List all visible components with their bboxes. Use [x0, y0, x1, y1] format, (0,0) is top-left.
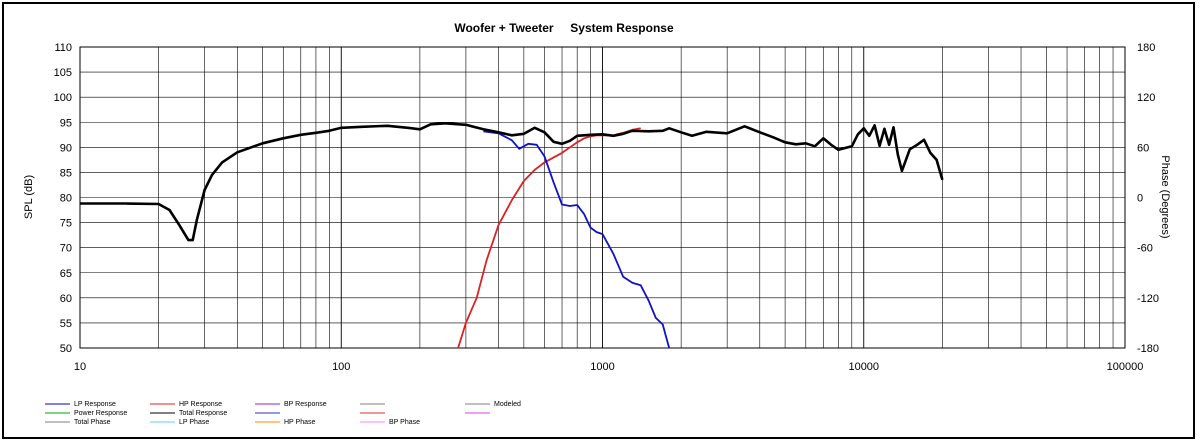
y2-tick-label: -120: [1137, 293, 1159, 305]
lp-response-line: [483, 130, 671, 349]
y2-tick-label: 60: [1137, 142, 1149, 154]
grid: [80, 47, 1125, 348]
y-tick-label: 110: [54, 42, 72, 54]
y-axis-label: SPL (dB): [23, 175, 35, 219]
y2-tick-label: 180: [1137, 42, 1155, 54]
x-tick-label: 1000: [590, 361, 614, 373]
y2-tick-label: -60: [1137, 243, 1153, 255]
series-lines: [80, 122, 944, 349]
legend-label: Total Phase: [74, 419, 111, 426]
y-tick-label: 60: [60, 293, 72, 305]
plot-area: [79, 46, 1126, 349]
hp-response-line: [457, 127, 641, 349]
y2-tick-label: 120: [1137, 92, 1155, 104]
x-tick-label: 100: [332, 361, 350, 373]
x-tick-label: 10000: [848, 361, 879, 373]
legend-label: HP Phase: [284, 419, 315, 426]
y-tick-label: 95: [60, 117, 72, 129]
y2-tick-label: -180: [1137, 343, 1159, 355]
legend-label: HP Response: [179, 401, 222, 408]
y2-axis-label: Phase (Degrees): [1159, 155, 1171, 238]
y-tick-label: 70: [60, 243, 72, 255]
x-tick-label: 10: [74, 361, 86, 373]
y-tick-label: 85: [60, 167, 72, 179]
legend-label: BP Phase: [389, 419, 420, 426]
chart-title: Woofer + Tweeter System Response: [454, 21, 674, 35]
y-tick-label: 105: [54, 67, 72, 79]
legend-label: LP Phase: [179, 419, 209, 426]
x-tick-label: 100000: [1107, 361, 1144, 373]
legend-label: LP Response: [74, 401, 116, 408]
y-tick-label: 50: [60, 343, 72, 355]
y2-tick-label: 0: [1137, 193, 1143, 205]
tick-labels: 50556065707580859095100105110-180-120-60…: [54, 42, 1159, 373]
legend-label: Total Response: [179, 410, 227, 417]
y-tick-label: 90: [60, 142, 72, 154]
y-tick-label: 75: [60, 218, 72, 230]
total-response-line: [80, 122, 944, 242]
y-tick-label: 100: [54, 92, 72, 104]
legend-label: Modeled: [494, 401, 521, 408]
legend-label: BP Response: [284, 401, 327, 408]
legend: LP Response HP Response BP Response Modeled…: [45, 401, 521, 426]
y-tick-label: 80: [60, 193, 72, 205]
legend-label: Power Response: [74, 410, 127, 417]
y-tick-label: 55: [60, 318, 72, 330]
chart-frame: [2, 2, 1195, 439]
y-tick-label: 65: [60, 268, 72, 280]
